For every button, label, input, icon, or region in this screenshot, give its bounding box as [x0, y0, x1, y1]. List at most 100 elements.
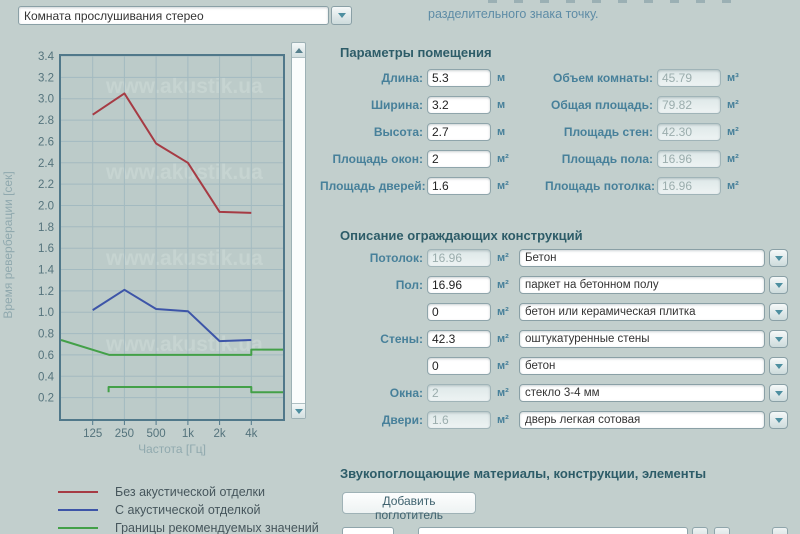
y-tick-label: 1.4	[38, 265, 55, 277]
constructions-heading: Описание ограждающих конструкций	[340, 228, 583, 243]
absorbers-heading: Звукопоглощающие материалы, конструкции,…	[340, 466, 707, 481]
param-row: Длина: м	[320, 69, 515, 96]
unit-label: м²	[497, 387, 509, 399]
area-input[interactable]	[427, 357, 491, 375]
chevron-down-icon[interactable]	[331, 6, 352, 25]
material-select[interactable]: оштукатуренные стены	[519, 330, 788, 348]
x-tick-label: 1k	[182, 428, 194, 440]
field-label: Пол:	[395, 278, 423, 292]
scroll-down-button[interactable]	[292, 403, 305, 418]
clipped-bottom-button[interactable]	[714, 527, 730, 534]
field-label: Площадь пола:	[561, 152, 653, 166]
unit-label: м²	[727, 99, 739, 111]
material-select[interactable]: Бетон	[519, 249, 788, 267]
area-input[interactable]	[427, 330, 491, 348]
field-label: Ширина:	[370, 98, 423, 112]
field-label: Окна:	[389, 386, 423, 400]
x-tick-label: 250	[115, 428, 134, 440]
series-line	[92, 92, 252, 214]
constructions-rows: Потолок: м² Бетон Пол: м² паркет на бетонном …	[320, 249, 788, 438]
material-select[interactable]: бетон или керамическая плитка	[519, 303, 788, 321]
construction-row: Потолок: м² Бетон	[320, 249, 788, 276]
clipped-bottom-scrollbar[interactable]	[772, 527, 788, 534]
hint-message: разделительного знака точку.	[428, 7, 599, 21]
legend-item: Без акустической отделки	[58, 483, 319, 501]
computed-param-field	[657, 150, 721, 168]
dropdown-arrow-icon	[774, 363, 783, 369]
clipped-bottom-field[interactable]	[342, 527, 394, 534]
field-label: Площадь дверей:	[320, 179, 426, 193]
material-value[interactable]: бетон или керамическая плитка	[519, 303, 765, 321]
construction-row: Двери: м² дверь легкая сотовая	[320, 411, 788, 438]
param-row: Площадь дверей: м²	[320, 177, 515, 204]
y-tick-label: 2.0	[38, 201, 54, 213]
x-tick-label: 4k	[245, 428, 257, 440]
chart-legend: Без акустической отделки С акустической о…	[58, 483, 319, 534]
material-select[interactable]: паркет на бетонном полу	[519, 276, 788, 294]
material-value[interactable]: дверь легкая сотовая	[519, 411, 765, 429]
material-value[interactable]: Бетон	[519, 249, 765, 267]
y-tick-label: 2.2	[38, 179, 54, 191]
legend-item: Границы рекомендуемых значений	[58, 519, 319, 534]
y-tick-label: 1.8	[38, 222, 54, 234]
param-input[interactable]	[427, 96, 491, 114]
field-label: Стены:	[380, 332, 423, 346]
unit-label: м²	[497, 306, 509, 318]
area-input[interactable]	[427, 276, 491, 294]
clipped-bottom-combobox[interactable]	[418, 527, 688, 534]
area-input	[427, 249, 491, 267]
material-select[interactable]: стекло 3-4 мм	[519, 384, 788, 402]
material-value[interactable]: оштукатуренные стены	[519, 330, 765, 348]
y-tick-label: 1.6	[38, 243, 54, 255]
material-value[interactable]: бетон	[519, 357, 765, 375]
legend-label: С акустической отделкой	[115, 503, 261, 517]
chevron-down-icon[interactable]	[769, 384, 788, 402]
chart-scrollbar[interactable]	[291, 42, 306, 419]
y-tick-label: 3.2	[38, 72, 54, 84]
chevron-down-icon[interactable]	[769, 357, 788, 375]
area-input	[427, 411, 491, 429]
y-tick-label: 2.6	[38, 136, 54, 148]
y-tick-label: 0.4	[38, 371, 55, 383]
area-input[interactable]	[427, 303, 491, 321]
y-tick-label: 0.6	[38, 350, 54, 362]
unit-label: м	[497, 126, 506, 138]
field-label: Двери:	[381, 413, 423, 427]
clipped-text-line	[488, 0, 740, 3]
param-input[interactable]	[427, 123, 491, 141]
material-value[interactable]: паркет на бетонном полу	[519, 276, 765, 294]
unit-label: м²	[727, 153, 739, 165]
chevron-down-icon[interactable]	[769, 303, 788, 321]
computed-param-field	[657, 177, 721, 195]
material-select[interactable]: дверь легкая сотовая	[519, 411, 788, 429]
chevron-down-icon[interactable]	[769, 276, 788, 294]
dropdown-arrow-icon	[774, 336, 783, 342]
material-value[interactable]: стекло 3-4 мм	[519, 384, 765, 402]
clipped-bottom-button[interactable]	[692, 527, 708, 534]
scroll-up-button[interactable]	[292, 43, 305, 58]
field-label: Длина:	[381, 71, 423, 85]
unit-label: м²	[497, 360, 509, 372]
room-type-value[interactable]: Комната прослушивания стерео	[18, 6, 329, 25]
room-type-select[interactable]: Комната прослушивания стерео	[18, 6, 352, 25]
param-input[interactable]	[427, 177, 491, 195]
chevron-down-icon[interactable]	[769, 330, 788, 348]
field-label	[320, 357, 423, 359]
legend-line-swatch	[58, 491, 98, 493]
computed-param-row: Площадь стен: м²	[545, 123, 745, 150]
construction-row: Окна: м² стекло 3-4 мм	[320, 384, 788, 411]
chevron-down-icon[interactable]	[769, 411, 788, 429]
param-input[interactable]	[427, 69, 491, 87]
chevron-down-icon[interactable]	[769, 249, 788, 267]
field-label: Потолок:	[369, 251, 423, 265]
watermark-text: www.akustik.ua	[105, 75, 263, 98]
computed-param-row: Площадь потолка: м²	[545, 177, 745, 204]
field-label: Площадь стен:	[563, 125, 653, 139]
unit-label: м	[497, 99, 506, 111]
area-input	[427, 384, 491, 402]
dropdown-arrow-icon	[774, 282, 783, 288]
add-absorber-button[interactable]: Добавить поглотитель	[342, 492, 476, 522]
param-input[interactable]	[427, 150, 491, 168]
legend-line-swatch	[58, 509, 98, 511]
material-select[interactable]: бетон	[519, 357, 788, 375]
